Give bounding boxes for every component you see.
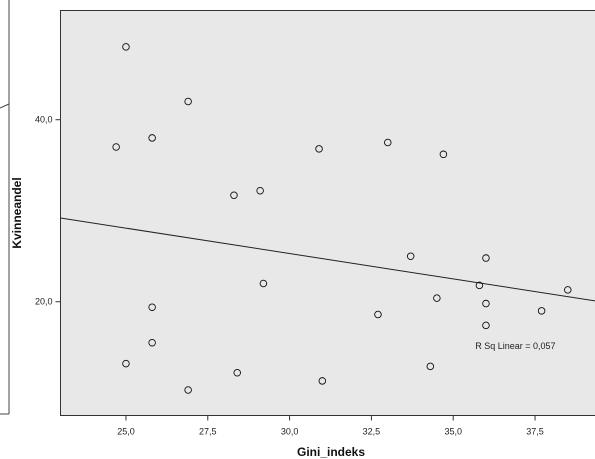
data-point — [233, 368, 241, 377]
data-point — [148, 338, 156, 347]
data-point — [122, 43, 130, 51]
data-point — [148, 134, 156, 142]
data-point — [482, 321, 490, 330]
data-point — [482, 254, 490, 262]
data-point — [482, 299, 490, 308]
fit-line — [60, 217, 595, 302]
x-tick-label: 37,5 — [526, 427, 544, 437]
y-tick-label: 40,0 — [35, 115, 53, 125]
data-point — [475, 281, 484, 290]
data-point — [426, 362, 435, 371]
data-point — [122, 359, 130, 368]
x-tick-label: 35,0 — [444, 427, 462, 437]
y-tick-label: 20,0 — [35, 297, 53, 307]
data-point — [148, 303, 156, 311]
data-point — [439, 150, 448, 159]
data-point — [384, 138, 392, 147]
data-point — [318, 377, 327, 385]
scatter-points — [112, 43, 572, 394]
data-point — [564, 286, 572, 294]
y-axis-title: Kvinneandel — [10, 177, 24, 248]
x-tick-label: 32,5 — [363, 427, 381, 437]
data-point — [184, 97, 192, 106]
data-point — [406, 252, 415, 260]
plot-area — [60, 10, 595, 416]
x-axis-title: Gini_indeks — [297, 445, 365, 459]
data-point — [184, 386, 192, 394]
fit-line-layer — [60, 217, 595, 302]
data-point — [315, 145, 323, 153]
data-point — [230, 191, 238, 200]
left-panel-stub — [0, 103, 10, 109]
data-point — [537, 307, 546, 315]
data-point — [433, 294, 441, 302]
x-tick-label: 25,0 — [117, 427, 135, 437]
data-point — [259, 279, 268, 288]
data-point — [374, 310, 382, 319]
data-point — [256, 186, 264, 195]
r-squared-annotation: R Sq Linear = 0,057 — [475, 341, 555, 351]
y-axis-ticks: 20,0 40,0 — [35, 115, 61, 307]
x-tick-label: 27,5 — [199, 427, 217, 437]
annotations: R Sq Linear = 0,057 — [475, 341, 555, 351]
x-axis-ticks: 25,0 27,5 30,0 32,5 35,0 37,5 — [117, 415, 544, 437]
data-point — [112, 143, 120, 151]
x-tick-label: 30,0 — [281, 427, 299, 437]
